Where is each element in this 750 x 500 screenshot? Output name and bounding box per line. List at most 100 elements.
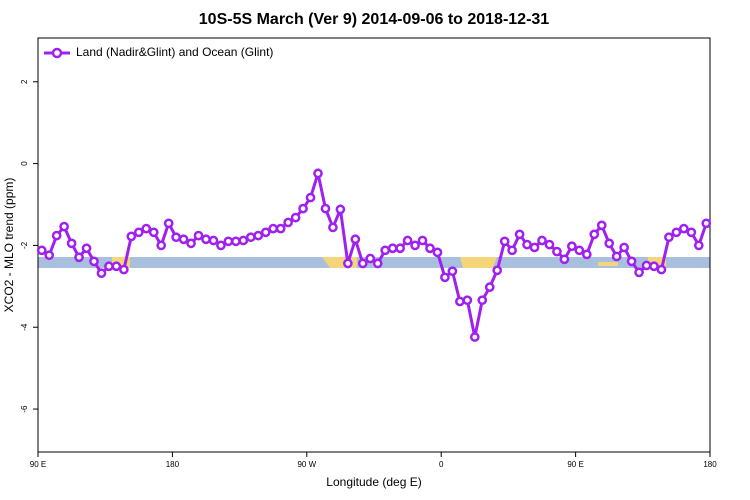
x-tick-label: 90 E	[567, 460, 583, 469]
data-point	[238, 235, 249, 246]
data-point	[350, 234, 361, 245]
data-point	[223, 236, 234, 247]
data-point	[51, 230, 62, 241]
y-tick-label: 0	[20, 161, 29, 166]
data-point	[410, 240, 420, 251]
data-point	[641, 260, 652, 271]
data-point	[260, 227, 271, 238]
data-point	[679, 223, 689, 234]
data-point	[89, 256, 99, 267]
data-point	[574, 245, 585, 256]
y-tick-label: -6	[20, 405, 29, 413]
data-point	[96, 268, 107, 279]
y-tick-label: -4	[20, 323, 29, 331]
data-point	[507, 245, 517, 256]
data-point	[514, 229, 525, 240]
data-point	[656, 264, 667, 275]
data-point	[484, 282, 495, 292]
y-axis-label: XCO2 - MLO trend (ppm)	[2, 178, 16, 313]
data-point	[320, 203, 331, 214]
data-point	[664, 232, 674, 243]
data-point	[328, 222, 338, 233]
data-point	[66, 238, 77, 249]
data-point	[268, 223, 279, 234]
data-point	[163, 218, 174, 229]
data-point	[492, 265, 503, 276]
data-point	[119, 264, 129, 275]
data-point	[141, 223, 152, 234]
data-point	[335, 204, 346, 215]
data-point	[298, 203, 308, 214]
data-point	[178, 234, 189, 245]
x-tick-label: 0	[439, 460, 444, 469]
data-point	[44, 250, 55, 261]
data-point	[619, 242, 629, 253]
data-point	[469, 332, 480, 342]
data-point	[529, 242, 540, 253]
data-point	[171, 232, 181, 243]
data-point	[537, 235, 547, 246]
data-point	[133, 227, 144, 238]
data-point	[231, 236, 241, 247]
x-tick-label: 180	[703, 460, 717, 469]
data-point	[544, 239, 555, 250]
data-point	[559, 254, 570, 265]
data-point	[626, 256, 637, 267]
x-axis-label: Longitude (deg E)	[326, 475, 421, 489]
data-point	[596, 220, 607, 231]
data-point	[305, 192, 316, 203]
data-point	[499, 236, 510, 247]
data-point	[245, 232, 256, 243]
legend-marker	[51, 47, 63, 59]
data-point	[567, 241, 577, 252]
data-point	[59, 221, 69, 232]
data-point	[156, 240, 167, 251]
data-point	[283, 217, 293, 228]
data-point	[148, 227, 159, 238]
data-point	[701, 218, 712, 229]
y-tick-label: 2	[20, 79, 29, 84]
data-point	[193, 230, 204, 241]
data-point	[81, 243, 92, 254]
data-point	[462, 295, 473, 306]
data-point	[380, 245, 391, 256]
data-point	[111, 261, 122, 272]
data-point	[604, 238, 615, 249]
data-point	[186, 238, 196, 249]
data-point	[440, 272, 450, 283]
data-point	[634, 267, 644, 278]
data-point	[208, 235, 219, 246]
x-tick-label: 90 W	[297, 460, 316, 469]
data-point	[693, 240, 704, 251]
x-tick-label: 90 E	[30, 460, 46, 469]
data-point	[477, 295, 488, 306]
data-line	[40, 167, 708, 338]
data-point	[432, 247, 443, 258]
y-tick-label: -2	[20, 241, 29, 249]
data-point	[216, 240, 226, 251]
data-point	[402, 235, 413, 246]
data-point	[357, 258, 368, 269]
data-point	[395, 243, 405, 254]
data-point	[372, 258, 383, 269]
data-point	[611, 251, 622, 262]
data-point	[343, 258, 353, 269]
data-point	[387, 243, 398, 254]
chart-title: 10S-5S March (Ver 9) 2014-09-06 to 2018-…	[199, 11, 550, 28]
data-point	[365, 253, 376, 264]
data-point	[447, 266, 458, 277]
data-point	[104, 261, 114, 272]
x-tick-label: 180	[166, 460, 180, 469]
data-point	[686, 227, 697, 238]
data-point	[36, 245, 47, 256]
data-point	[313, 168, 323, 179]
data-point	[126, 231, 137, 242]
data-point	[290, 212, 301, 223]
legend-label: Land (Nadir&Glint) and Ocean (Glint)	[76, 45, 273, 59]
data-point	[671, 227, 682, 238]
data-point	[425, 243, 435, 254]
data-point	[201, 234, 211, 245]
data-point	[522, 239, 532, 250]
data-point	[589, 229, 600, 240]
